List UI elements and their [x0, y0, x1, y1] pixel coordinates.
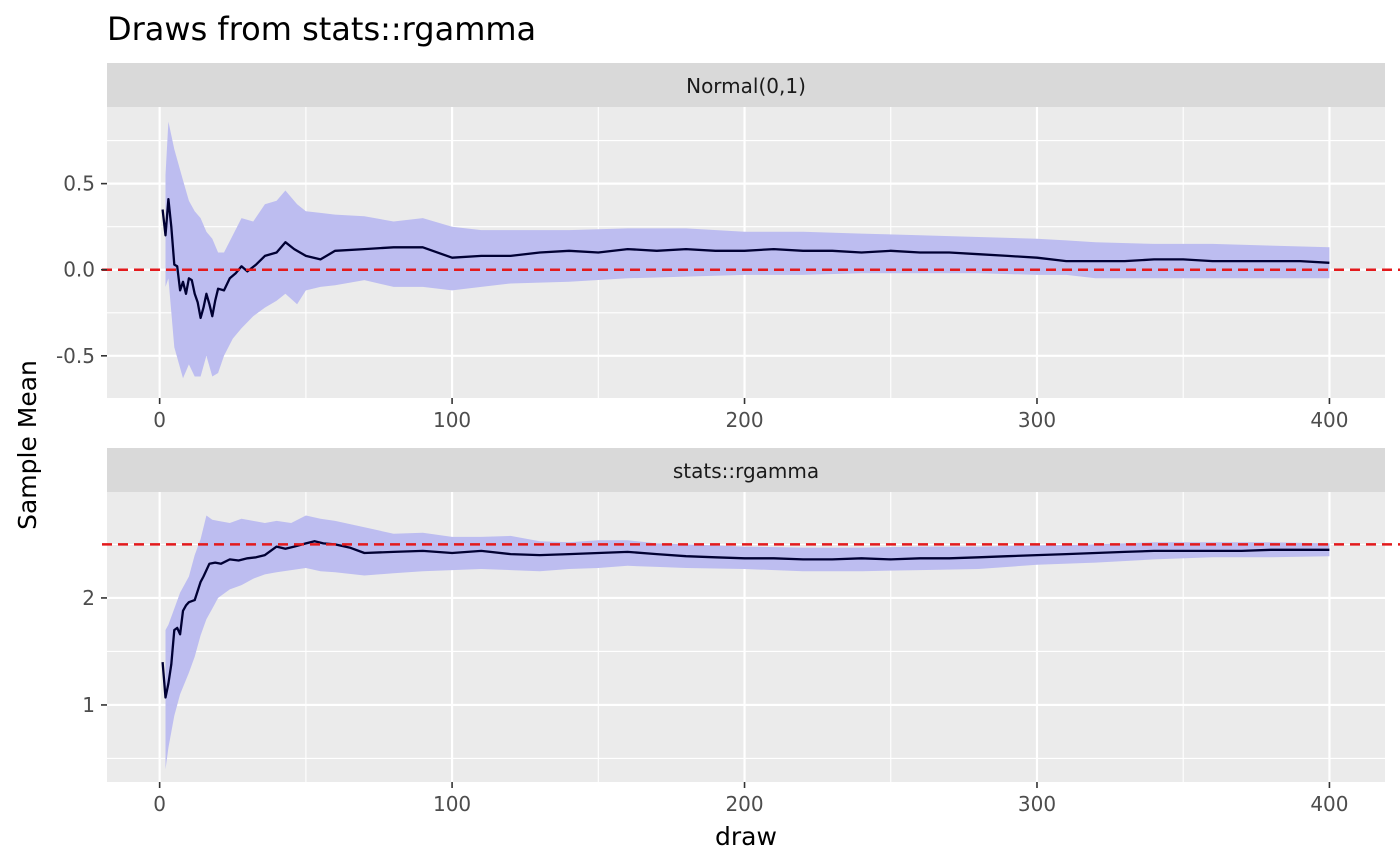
panel-top-strip: [107, 63, 1385, 107]
x-tick-label: 200: [725, 408, 763, 432]
chart-title: Draws from stats::rgamma: [107, 10, 536, 48]
y-tick-label: 0.5: [63, 172, 95, 196]
x-tick-label: 0: [153, 792, 166, 816]
x-tick-label: 400: [1310, 792, 1348, 816]
panel-bottom-y-axis: 12: [82, 586, 107, 717]
x-tick-label: 100: [433, 792, 471, 816]
y-tick-label: 2: [82, 586, 95, 610]
panel-bottom-x-axis: 0 100 200 300 400: [153, 782, 1349, 816]
panel-bottom-confidence-band: [165, 515, 1330, 770]
panel-top-y-axis: -0.5 0.0 0.5: [56, 172, 107, 368]
confidence-band-area: [165, 515, 1330, 770]
panel-top-mean-line: [161, 197, 1330, 320]
panel-bottom-gridlines: [107, 492, 1385, 782]
y-axis-title: Sample Mean: [13, 360, 42, 530]
panel-bottom-mean-line: [161, 540, 1330, 699]
sample-mean-series: [161, 197, 1330, 320]
panel-bottom-strip: [107, 448, 1385, 492]
y-tick-label: -0.5: [56, 344, 95, 368]
sample-mean-series: [161, 540, 1330, 699]
panel-top-strip-label: Normal(0,1): [686, 74, 806, 98]
panel-top: Normal(0,1) -0.5 0.0 0.5 0 100 200 300 400: [56, 63, 1400, 432]
x-tick-label: 300: [1018, 408, 1056, 432]
x-tick-label: 400: [1310, 408, 1348, 432]
x-tick-label: 0: [153, 408, 166, 432]
y-tick-label: 1: [82, 693, 95, 717]
y-tick-label: 0.0: [63, 258, 95, 282]
panel-bottom: stats::rgamma 12 0 100 200 300 400: [82, 448, 1400, 816]
panel-top-x-axis: 0 100 200 300 400: [153, 398, 1349, 432]
x-tick-label: 100: [433, 408, 471, 432]
x-axis-title: draw: [715, 822, 777, 851]
panel-bottom-strip-label: stats::rgamma: [673, 459, 819, 483]
x-tick-label: 200: [725, 792, 763, 816]
x-tick-label: 300: [1018, 792, 1056, 816]
